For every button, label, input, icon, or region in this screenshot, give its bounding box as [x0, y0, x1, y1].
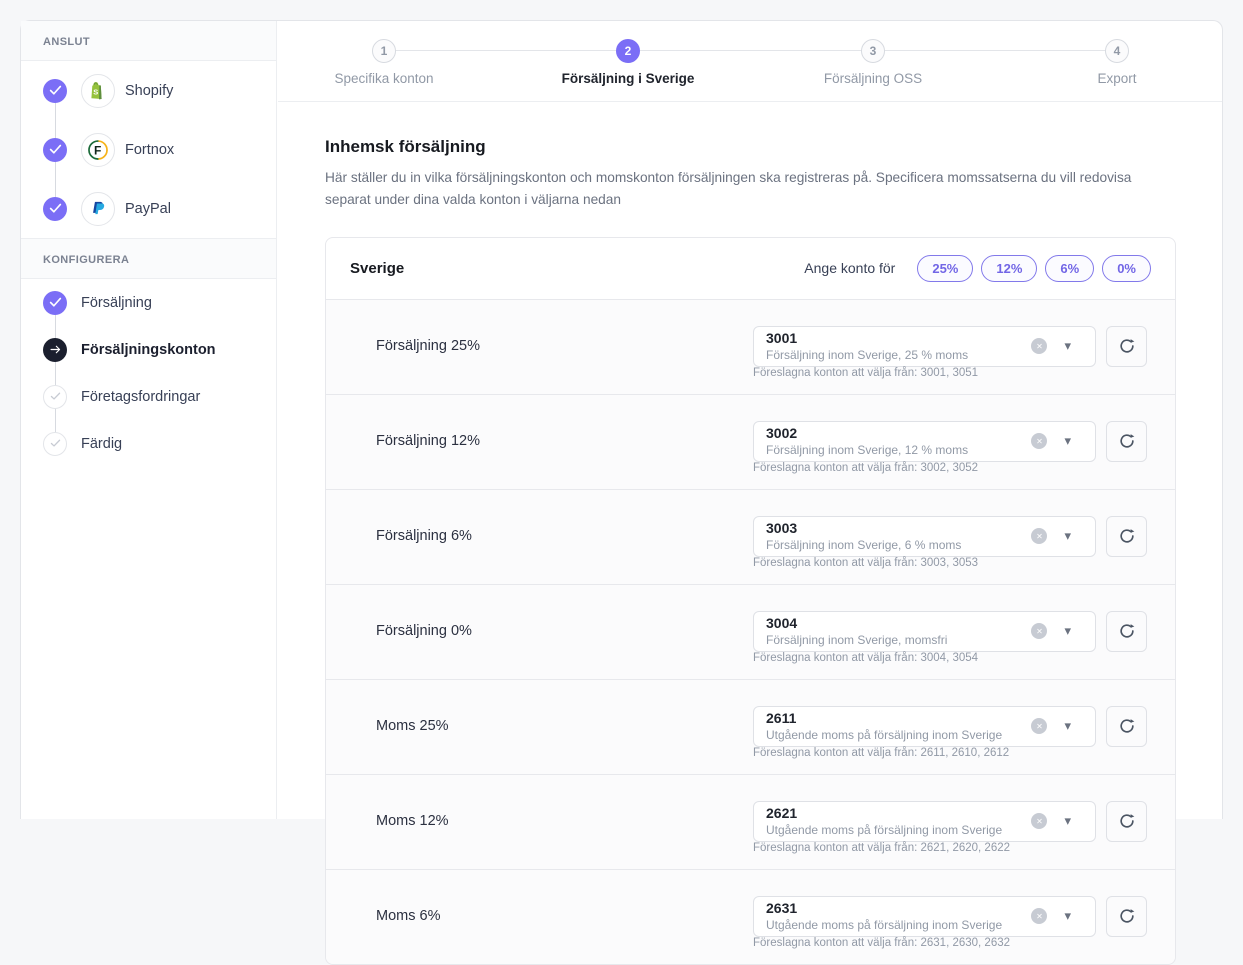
svg-text:F: F [94, 143, 101, 157]
svg-text:S: S [93, 87, 98, 96]
